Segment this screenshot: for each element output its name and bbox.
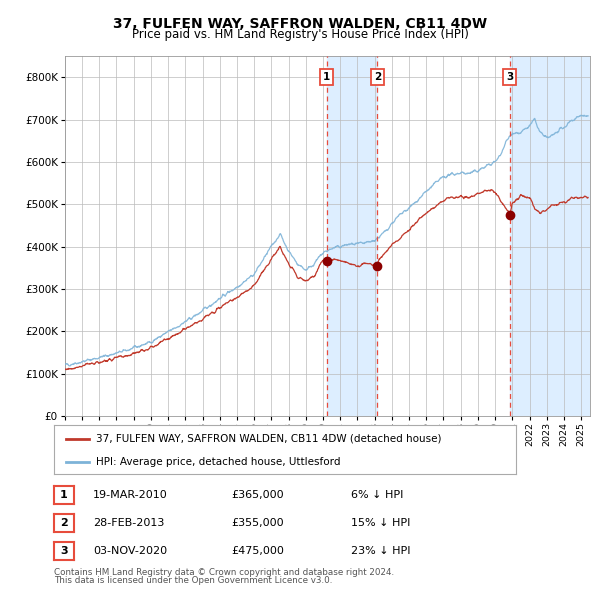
Text: HPI: Average price, detached house, Uttlesford: HPI: Average price, detached house, Uttl… (95, 457, 340, 467)
Text: 2: 2 (374, 72, 381, 82)
Text: 3: 3 (506, 72, 513, 82)
Text: This data is licensed under the Open Government Licence v3.0.: This data is licensed under the Open Gov… (54, 576, 332, 585)
Bar (326, 56, 377, 416)
Text: 6% ↓ HPI: 6% ↓ HPI (351, 490, 403, 500)
Text: 1: 1 (323, 72, 330, 82)
Text: 2: 2 (60, 518, 68, 528)
Text: 1: 1 (60, 490, 68, 500)
Text: 28-FEB-2013: 28-FEB-2013 (93, 518, 164, 528)
Text: 23% ↓ HPI: 23% ↓ HPI (351, 546, 410, 556)
Text: Contains HM Land Registry data © Crown copyright and database right 2024.: Contains HM Land Registry data © Crown c… (54, 568, 394, 577)
Text: £475,000: £475,000 (231, 546, 284, 556)
Bar (509, 56, 590, 416)
Text: £355,000: £355,000 (231, 518, 284, 528)
Text: 37, FULFEN WAY, SAFFRON WALDEN, CB11 4DW (detached house): 37, FULFEN WAY, SAFFRON WALDEN, CB11 4DW… (95, 434, 441, 444)
Text: 37, FULFEN WAY, SAFFRON WALDEN, CB11 4DW: 37, FULFEN WAY, SAFFRON WALDEN, CB11 4DW (113, 17, 487, 31)
Text: Price paid vs. HM Land Registry's House Price Index (HPI): Price paid vs. HM Land Registry's House … (131, 28, 469, 41)
Text: 19-MAR-2010: 19-MAR-2010 (93, 490, 168, 500)
Text: £365,000: £365,000 (231, 490, 284, 500)
Text: 3: 3 (60, 546, 68, 556)
Text: 15% ↓ HPI: 15% ↓ HPI (351, 518, 410, 528)
Text: 03-NOV-2020: 03-NOV-2020 (93, 546, 167, 556)
